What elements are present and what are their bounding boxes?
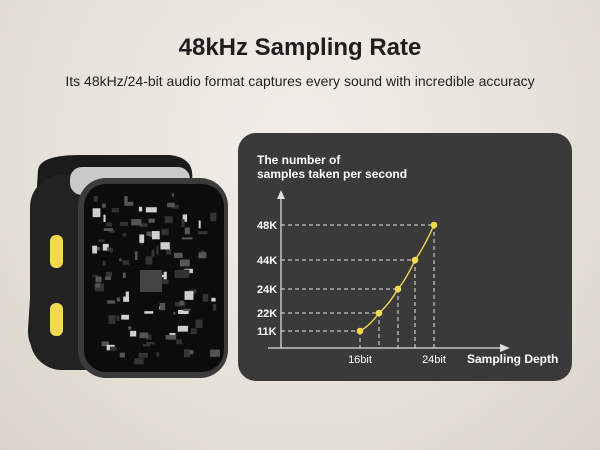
- page-title: 48kHz Sampling Rate: [178, 34, 422, 61]
- x-tick-label: 16bit: [348, 354, 372, 366]
- yellow-button-bottom: [50, 303, 63, 336]
- x-axis-arrow: [500, 344, 510, 352]
- chart-panel: [238, 133, 572, 381]
- circuit-board: [92, 193, 220, 365]
- y-tick-label: 11K: [257, 326, 277, 338]
- y-tick-label: 44K: [257, 255, 277, 267]
- data-point: [375, 309, 383, 317]
- data-point: [394, 285, 402, 293]
- y-axis-arrow: [277, 190, 285, 199]
- x-tick-label: 24bit: [422, 354, 446, 366]
- y-axis-label-line1: The number of: [257, 153, 341, 167]
- x-axis-label: Sampling Depth: [467, 352, 558, 366]
- yellow-button-top: [50, 235, 63, 268]
- y-tick-label: 24K: [257, 284, 277, 296]
- y-axis-label-line2: samples taken per second: [257, 167, 407, 181]
- data-point: [356, 327, 364, 335]
- y-tick-label: 48K: [257, 220, 277, 232]
- y-tick-label: 22K: [257, 308, 277, 320]
- data-point: [411, 256, 419, 264]
- microphone-device-image: [28, 155, 228, 378]
- page-subtitle: Its 48kHz/24-bit audio format captures e…: [65, 73, 535, 89]
- chart: The number of samples taken per second S…: [238, 133, 572, 381]
- data-point: [430, 221, 438, 229]
